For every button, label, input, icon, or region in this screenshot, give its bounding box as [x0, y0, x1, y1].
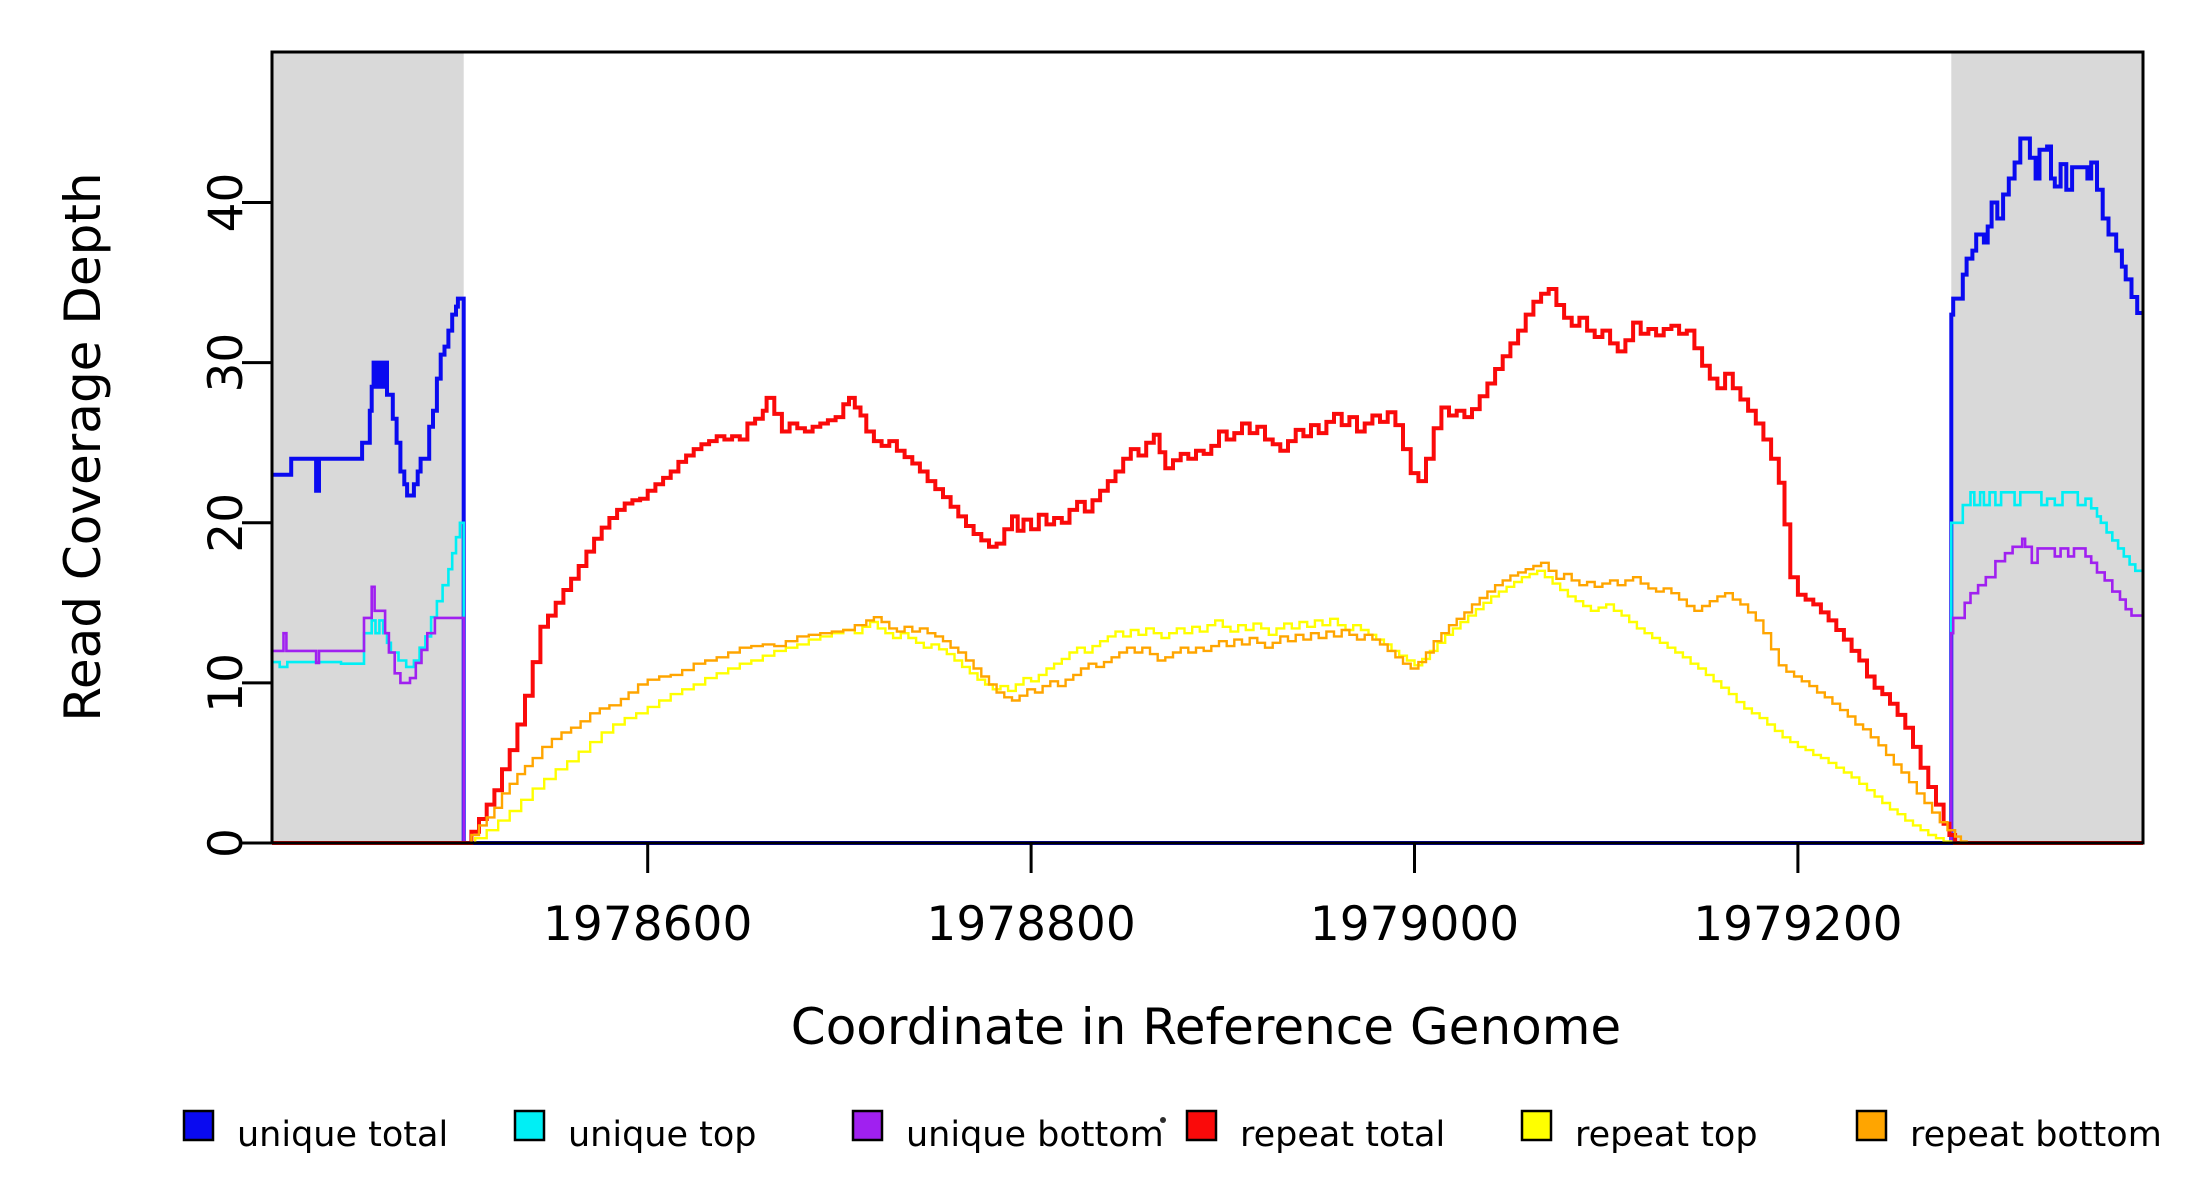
axes: 0 10 20 30 40 1978600 1978800 1979000 1979200	[199, 50, 2145, 952]
coverage-series-lines	[272, 136, 2143, 845]
series-unique-top	[272, 491, 2143, 845]
legend-swatch-repeat-top	[1520, 1109, 1553, 1142]
x-tick-label-0: 1978600	[543, 897, 752, 952]
series-unique-bottom	[272, 537, 2143, 845]
shaded-unique-regions	[272, 52, 2143, 843]
legend-label-unique-bottom: unique bottom	[906, 1115, 1164, 1155]
legend-label-repeat-bottom: repeat bottom	[1910, 1115, 2162, 1155]
x-tick-label-2: 1979000	[1310, 897, 1519, 952]
legend-label-repeat-top: repeat top	[1575, 1115, 1758, 1155]
legend-label-unique-top: unique top	[568, 1115, 757, 1155]
legend-swatch-repeat-bottom	[1855, 1109, 1888, 1142]
plot-box	[270, 50, 2145, 845]
legend: unique total unique top unique bottom repea…	[182, 1109, 2162, 1155]
series-repeat-bottom	[272, 561, 2143, 845]
unique-flank-right	[1951, 52, 2143, 843]
legend-swatch-unique-top	[513, 1109, 546, 1142]
x-tick-label-3: 1979200	[1693, 897, 1902, 952]
stray-mark	[1160, 1117, 1166, 1123]
series-repeat-top	[272, 569, 2143, 845]
series-unique-total	[272, 136, 2143, 845]
legend-label-repeat-total: repeat total	[1240, 1115, 1445, 1155]
legend-swatch-repeat-total	[1185, 1109, 1218, 1142]
legend-label-unique-total: unique total	[237, 1115, 448, 1155]
legend-swatch-unique-total	[182, 1109, 215, 1142]
y-tick-label-2: 20	[199, 493, 254, 553]
unique-flank-left	[272, 52, 464, 843]
y-tick-label-3: 30	[199, 333, 254, 393]
series-repeat-total	[272, 287, 2143, 845]
legend-swatch-unique-bottom	[851, 1109, 884, 1142]
x-tick-label-1: 1978800	[926, 897, 1135, 952]
y-tick-label-4: 40	[199, 173, 254, 233]
y-axis-title: Read Coverage Depth	[54, 172, 112, 721]
y-tick-label-1: 10	[199, 653, 254, 713]
y-tick-label-0: 0	[199, 828, 254, 858]
x-axis-title: Coordinate in Reference Genome	[791, 998, 1621, 1056]
